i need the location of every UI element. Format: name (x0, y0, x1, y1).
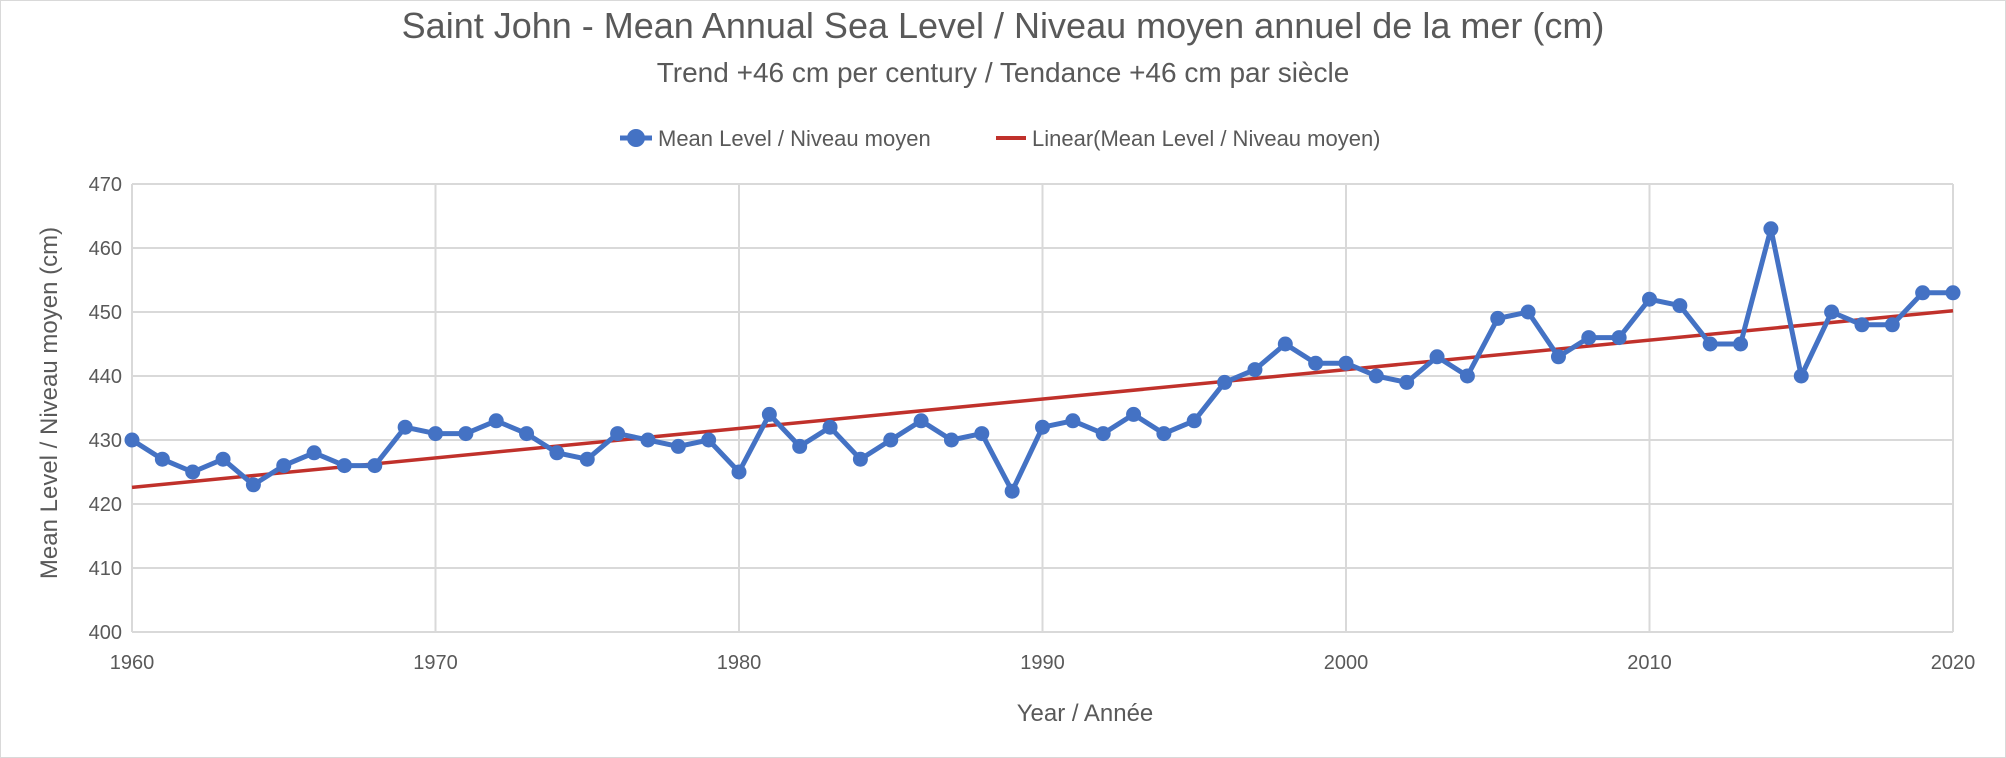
data-point (731, 464, 747, 480)
data-point (1247, 362, 1263, 378)
data-point (640, 432, 656, 448)
x-axis-title: Year / Année (1017, 700, 1154, 727)
trendline (131, 308, 1954, 490)
data-point (974, 426, 990, 442)
legend-trend-label: Linear(Mean Level / Niveau moyen) (1032, 126, 1381, 151)
y-axis-ticks: 400 410 420 430 440 450 460 470 (89, 174, 122, 644)
x-tick-label: 1960 (110, 652, 155, 674)
trendline-group (131, 308, 1954, 490)
data-point (1217, 374, 1233, 390)
data-point (1793, 368, 1809, 384)
y-tick-label: 470 (89, 174, 122, 196)
data-point (306, 445, 322, 461)
data-point (1550, 349, 1566, 365)
x-tick-label: 2020 (1931, 652, 1976, 674)
y-tick-label: 430 (89, 430, 122, 452)
data-point (276, 458, 292, 474)
data-point (1915, 285, 1931, 301)
x-tick-label: 2000 (1324, 652, 1369, 674)
data-point (822, 419, 838, 435)
data-point (1672, 298, 1688, 314)
data-point (1095, 426, 1111, 442)
data-point (1065, 413, 1081, 429)
data-point (549, 445, 565, 461)
data-point (1035, 419, 1050, 435)
data-point (1763, 221, 1779, 237)
series-group (124, 221, 1961, 499)
data-point (610, 426, 626, 442)
data-point (701, 432, 717, 448)
data-point (519, 426, 535, 442)
x-tick-label: 1980 (717, 652, 762, 674)
data-point (1490, 310, 1506, 326)
x-axis-ticks: 1960 1970 1980 1990 2000 2010 2020 (110, 652, 1976, 674)
data-point (913, 413, 929, 429)
data-point (1429, 349, 1445, 365)
data-point (670, 438, 686, 454)
data-point (185, 464, 201, 480)
data-point (1399, 374, 1415, 390)
data-point (245, 477, 261, 493)
data-point (1642, 291, 1657, 307)
chart-subtitle: Trend +46 cm per century / Tendance +46 … (657, 57, 1350, 88)
data-point (1945, 285, 1961, 301)
data-point (458, 426, 474, 442)
data-point (336, 458, 352, 474)
data-point (1156, 426, 1172, 442)
y-axis-title: Mean Level / Niveau moyen (cm) (36, 227, 63, 579)
data-point (1186, 413, 1202, 429)
data-point (761, 406, 777, 422)
legend: Mean Level / Niveau moyen Linear(Mean Le… (620, 126, 1381, 151)
data-point (1459, 368, 1475, 384)
x-tick-label: 1990 (1020, 652, 1065, 674)
data-point (1338, 355, 1354, 371)
data-point (428, 426, 443, 442)
y-tick-label: 410 (89, 558, 122, 580)
data-point (124, 432, 140, 448)
data-point (792, 438, 808, 454)
data-point (1308, 355, 1324, 371)
data-point (1126, 406, 1142, 422)
data-point (397, 419, 413, 435)
data-point (1824, 304, 1840, 320)
data-point (1520, 304, 1536, 320)
x-tick-label: 2010 (1627, 652, 1672, 674)
legend-series-marker-icon (627, 129, 645, 147)
y-tick-label: 400 (89, 622, 122, 644)
y-tick-label: 420 (89, 494, 122, 516)
data-point (488, 413, 504, 429)
y-tick-label: 460 (89, 238, 122, 260)
data-point (1004, 483, 1020, 499)
grid (131, 183, 1954, 633)
data-point (1581, 330, 1597, 346)
x-tick-label: 1970 (413, 652, 458, 674)
data-point (1702, 336, 1718, 352)
data-point (1854, 317, 1870, 333)
data-point (579, 451, 595, 467)
data-point (1611, 330, 1627, 346)
data-point (215, 451, 231, 467)
data-point (154, 451, 170, 467)
chart-title: Saint John - Mean Annual Sea Level / Niv… (402, 5, 1605, 46)
data-point (1884, 317, 1900, 333)
y-tick-label: 450 (89, 302, 122, 324)
y-tick-label: 440 (89, 366, 122, 388)
data-point (1368, 368, 1384, 384)
data-point (1733, 336, 1749, 352)
data-point (883, 432, 899, 448)
legend-series-label: Mean Level / Niveau moyen (658, 126, 931, 151)
data-point (367, 458, 383, 474)
data-point (852, 451, 868, 467)
data-point (943, 432, 959, 448)
data-point (1277, 336, 1293, 352)
